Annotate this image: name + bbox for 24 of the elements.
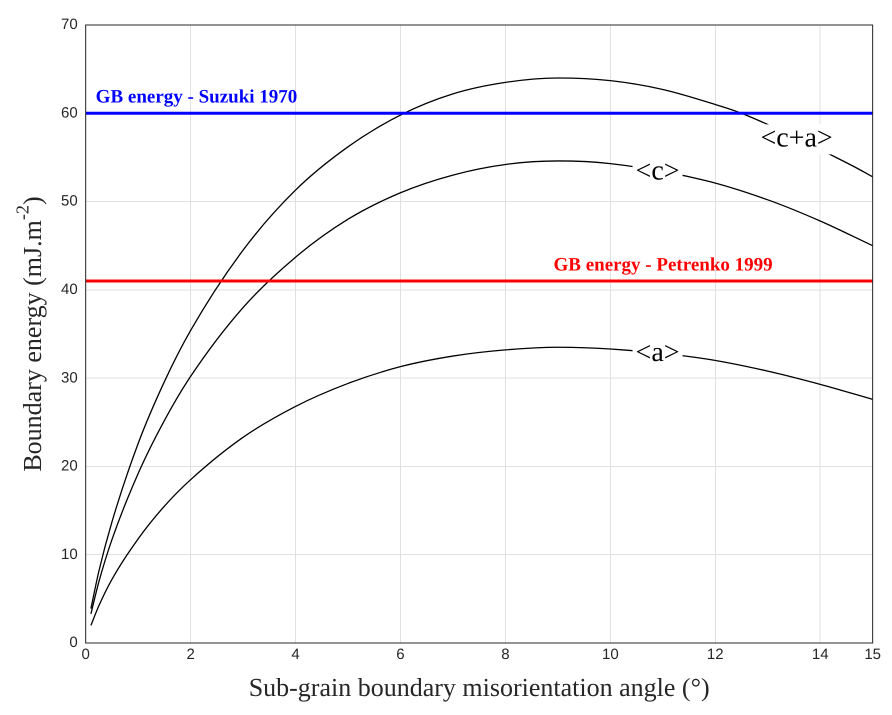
- x-tick-label: 14: [812, 646, 829, 664]
- x-tick-label: 0: [82, 646, 90, 664]
- y-tick-label: 30: [60, 369, 78, 386]
- x-tick-label: 10: [602, 646, 619, 664]
- x-tick-label: 6: [396, 646, 405, 664]
- y-tick-label: 70: [60, 16, 78, 34]
- y-tick-label: 40: [60, 281, 78, 298]
- series-label: <c>: [636, 155, 680, 186]
- x-axis-title: Sub-grain boundary misorientation angle (°): [248, 672, 710, 702]
- y-tick-label: 10: [60, 546, 78, 563]
- x-tick-label: 12: [706, 646, 724, 664]
- y-tick-label: 50: [60, 192, 78, 210]
- y-axis-title: Boundary energy (mJ.m-2): [12, 196, 47, 472]
- y-tick-label: 60: [60, 104, 78, 122]
- y-tick-label: 0: [69, 634, 78, 652]
- series-label: <a>: [636, 337, 680, 368]
- ref-line-label: GB energy - Petrenko 1999: [553, 254, 773, 276]
- x-tick-label: 15: [864, 646, 881, 664]
- x-tick-label: 2: [186, 646, 195, 664]
- y-tick-label: 20: [60, 458, 78, 475]
- ref-line-label: GB energy - Suzuki 1970: [96, 86, 298, 108]
- x-tick-label: 4: [291, 646, 300, 664]
- series-label: <c+a>: [760, 122, 833, 154]
- x-tick-label: 8: [501, 646, 510, 664]
